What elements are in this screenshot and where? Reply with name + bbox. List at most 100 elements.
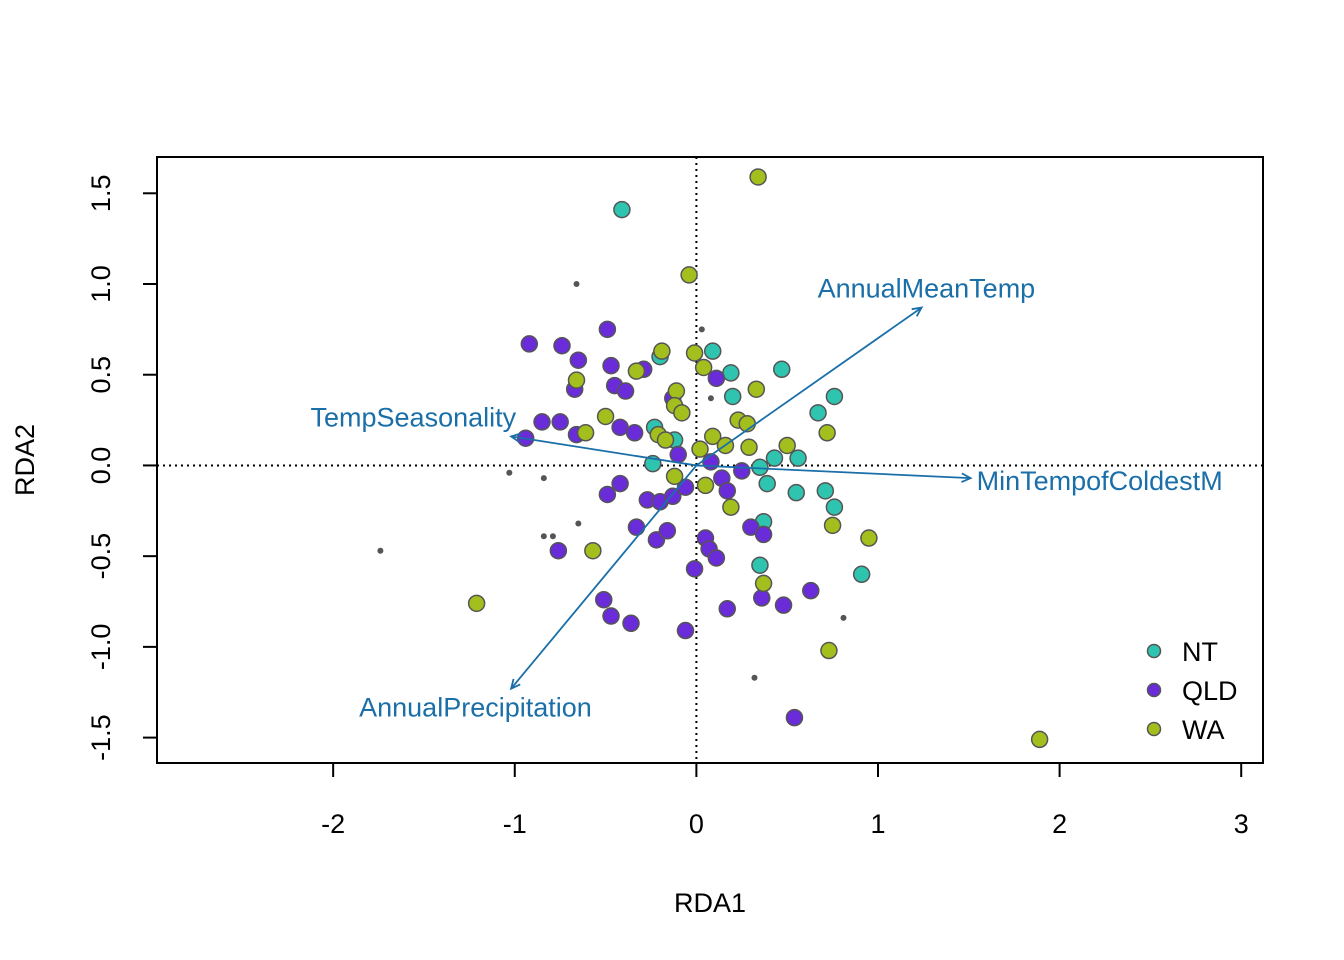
point-qld <box>658 522 677 540</box>
point-qld <box>733 462 751 480</box>
point-qld <box>707 549 726 567</box>
species-point <box>573 281 580 288</box>
point-wa <box>747 380 766 398</box>
point-qld <box>553 336 571 355</box>
y-axis: -1.5 -1.0 -0.5 0.0 0.5 1.0 1.5 <box>86 175 158 761</box>
point-wa <box>665 467 684 486</box>
point-qld <box>774 596 793 614</box>
species-point <box>575 520 582 527</box>
point-wa <box>691 440 709 458</box>
species-point <box>698 326 705 333</box>
site-points <box>467 168 1049 749</box>
point-wa <box>567 371 586 389</box>
point-nt <box>613 200 631 219</box>
species-point <box>751 674 758 681</box>
legend-swatch <box>1146 682 1162 698</box>
arrow-TempSeasonality <box>510 435 697 467</box>
point-qld <box>611 418 629 437</box>
y-tick-label: -1.0 <box>86 624 116 671</box>
point-wa <box>696 476 715 495</box>
point-qld <box>627 518 646 536</box>
x-tick-label: 1 <box>870 809 885 839</box>
point-wa <box>584 541 602 560</box>
point-wa <box>653 342 671 360</box>
legend: NT QLD WA <box>1146 637 1238 745</box>
point-nt <box>751 556 769 574</box>
point-qld <box>707 369 726 388</box>
legend-label: NT <box>1182 637 1218 667</box>
point-qld <box>676 621 695 640</box>
point-wa <box>467 594 486 613</box>
point-qld <box>598 485 617 504</box>
arrow-MinTempofColdestM <box>696 464 971 480</box>
y-axis-title: RDA2 <box>10 424 40 496</box>
point-wa <box>673 404 691 422</box>
point-wa <box>749 168 767 186</box>
point-wa <box>627 362 646 380</box>
y-tick-label: 0.0 <box>86 447 116 485</box>
point-qld <box>595 590 613 609</box>
point-qld <box>602 356 620 375</box>
biplot-arrows: AnnualMeanTemp TempSeasonality MinTempofCo… <box>311 274 1223 723</box>
y-tick-label: 1.0 <box>86 265 116 303</box>
legend-label: QLD <box>1182 676 1238 706</box>
point-qld <box>664 487 682 506</box>
point-wa <box>1030 730 1049 749</box>
point-qld <box>685 560 704 578</box>
point-nt <box>816 482 835 500</box>
x-tick-label: 0 <box>689 809 704 839</box>
point-qld <box>625 424 644 442</box>
point-wa <box>667 382 686 400</box>
y-tick-label: 0.5 <box>86 356 116 394</box>
arrow-label: MinTempofColdestM <box>977 466 1223 496</box>
point-qld <box>533 413 551 431</box>
x-tick-label: -1 <box>503 809 527 839</box>
arrow-label: TempSeasonality <box>311 402 517 432</box>
point-qld <box>551 413 569 431</box>
point-qld <box>753 589 771 607</box>
point-nt <box>772 360 791 379</box>
point-qld <box>718 482 737 500</box>
point-wa <box>820 641 838 660</box>
point-wa <box>778 436 796 455</box>
legend-label: WA <box>1182 715 1225 745</box>
point-qld <box>785 708 804 727</box>
species-point <box>840 614 847 621</box>
arrowhead <box>509 678 521 691</box>
point-nt <box>758 474 776 493</box>
x-axis-title: RDA1 <box>674 888 746 918</box>
species-point <box>377 547 384 554</box>
species-point <box>540 533 547 540</box>
arrow-label: AnnualMeanTemp <box>818 274 1036 304</box>
point-qld <box>602 607 620 625</box>
legend-swatch <box>1146 721 1162 737</box>
point-wa <box>656 431 675 449</box>
point-wa <box>596 407 615 426</box>
species-point <box>506 469 513 476</box>
species-point <box>540 475 547 482</box>
point-wa <box>754 574 773 593</box>
point-nt <box>765 449 784 467</box>
point-qld <box>611 474 629 493</box>
arrow-AnnualMeanTemp <box>695 306 923 467</box>
point-nt <box>703 342 722 360</box>
point-wa <box>694 358 713 377</box>
point-wa <box>818 424 836 442</box>
arrow-AnnualPrecipitation <box>510 464 698 690</box>
point-wa <box>860 529 878 547</box>
arrowhead <box>911 306 924 317</box>
point-qld <box>549 541 568 560</box>
legend-swatch <box>1146 643 1162 659</box>
x-tick-label: 2 <box>1052 809 1067 839</box>
point-wa <box>740 438 758 457</box>
point-nt <box>789 449 807 467</box>
point-nt <box>825 387 844 406</box>
y-tick-label: -0.5 <box>86 533 116 580</box>
point-qld <box>520 335 539 353</box>
point-nt <box>723 387 742 406</box>
point-qld <box>622 614 640 633</box>
x-tick-label: 3 <box>1234 809 1249 839</box>
point-qld <box>598 320 617 339</box>
point-qld <box>569 351 588 369</box>
